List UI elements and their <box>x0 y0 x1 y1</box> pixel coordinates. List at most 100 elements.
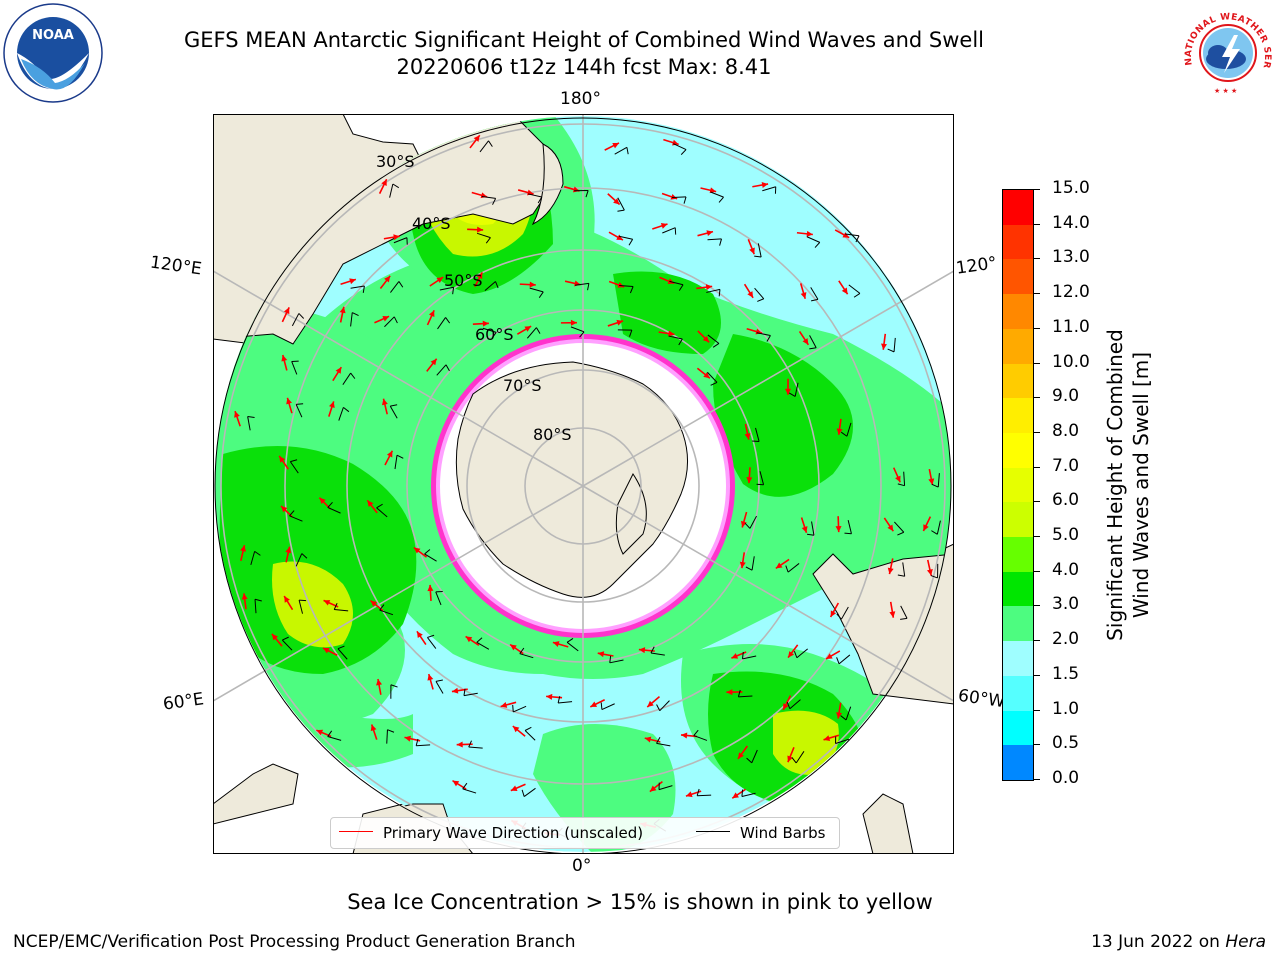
colorbar-tick-mark <box>1034 501 1040 503</box>
wind-barb-flag <box>609 655 612 663</box>
wave-arrow-head <box>427 584 434 592</box>
wind-barb-staff <box>811 521 815 536</box>
wind-barb-flag <box>435 679 443 682</box>
wave-arrow-head <box>339 306 346 314</box>
wind-barb-staff <box>435 681 444 694</box>
lat-label-40s: 40°S <box>412 214 451 233</box>
colorbar-tick-mark <box>1034 709 1040 711</box>
wind-barb-flag <box>741 789 744 797</box>
africa-land <box>212 763 299 825</box>
wind-barb-staff <box>893 521 905 533</box>
wind-barb-flag <box>897 574 905 577</box>
wave-arrow-head <box>668 330 675 337</box>
wave-arrow-head <box>739 561 746 569</box>
wind-barb-flag <box>737 689 741 697</box>
wind-barb-staff <box>484 281 496 291</box>
wave-direction-swatch <box>339 831 373 832</box>
wave-arrow-head <box>279 455 286 463</box>
wind-barb-staff <box>618 235 633 240</box>
wind-barb-flag <box>427 634 435 638</box>
wave-arrow-head <box>367 500 374 507</box>
wind-barb-staff <box>337 648 348 660</box>
wind-barb-staff <box>742 655 757 660</box>
wind-barb-staff <box>601 703 615 711</box>
wind-barb-flag <box>931 483 939 488</box>
colorbar-segment <box>1003 190 1033 226</box>
wind-barb-staff <box>619 285 634 288</box>
wind-barb-flag <box>793 651 798 658</box>
wind-barb-staff <box>755 427 760 442</box>
wind-barb-flag <box>617 209 625 212</box>
wave-arrow-head <box>510 644 517 651</box>
wind-barb-flag <box>327 730 333 737</box>
wind-barb-staff <box>476 641 490 650</box>
lon-label-60e: 60°E <box>161 689 206 715</box>
colorbar-segment <box>1003 224 1033 260</box>
wind-barb-staff <box>334 609 349 612</box>
wave-arrow-head <box>830 610 837 618</box>
wind-barb-flag <box>656 737 661 744</box>
colorbar-segment <box>1003 537 1033 573</box>
wave-arrow-head <box>404 735 411 742</box>
wave-arrow-head <box>386 450 393 458</box>
wind-barb-staff <box>673 143 687 151</box>
wind-barb-staff <box>513 705 527 713</box>
wave-arrow-head <box>787 755 793 763</box>
colorbar-tick-mark <box>1034 327 1040 329</box>
wave-arrow-head <box>241 593 248 600</box>
wave-arrow-head <box>737 752 744 759</box>
wind-barb-swatch <box>696 831 730 832</box>
wind-barb-staff <box>350 285 365 289</box>
wave-arrow-head <box>416 631 423 638</box>
wave-arrow-head <box>835 526 842 533</box>
wave-arrow-head <box>349 278 356 285</box>
wind-barb-flag <box>745 566 753 571</box>
wind-barb-staff <box>937 473 940 488</box>
wave-arrow-head <box>524 326 532 332</box>
wind-barb-staff <box>435 591 442 606</box>
wind-barb-flag <box>350 372 356 379</box>
wave-arrow-head <box>726 689 733 696</box>
wave-arrow-head <box>240 545 246 552</box>
wave-arrow-head <box>681 732 688 739</box>
wind-barb-flag <box>327 501 333 508</box>
wind-barb-staff <box>389 183 394 198</box>
wind-barb-flag <box>719 238 722 246</box>
wind-barb-staff <box>519 653 534 659</box>
wave-arrow-head <box>746 477 753 484</box>
wind-barb-flag <box>786 702 791 709</box>
wind-barb-legend-label: Wind Barbs <box>740 824 826 842</box>
wave-arrow-head <box>283 307 290 315</box>
wind-barb-staff <box>795 751 805 764</box>
wind-barb-flag <box>333 602 338 610</box>
wind-barb-staff <box>526 327 537 339</box>
wind-barb-flag <box>766 335 771 342</box>
wind-barb-staff <box>903 471 906 486</box>
wind-barb-flag <box>809 347 817 350</box>
wind-barb-staff <box>439 286 454 291</box>
wind-barb-staff <box>427 637 437 649</box>
lat-label-30s: 30°S <box>376 152 415 171</box>
wind-barb-staff <box>810 287 819 300</box>
wave-arrow-head <box>826 653 833 659</box>
colorbar-tick-mark <box>1034 258 1040 260</box>
lat-label-70s: 70°S <box>503 376 542 395</box>
wave-arrow-head <box>456 741 463 748</box>
wind-barb-staff <box>436 364 447 376</box>
wind-barb-staff <box>672 196 687 198</box>
colorbar-tick-label: 8.0 <box>1052 420 1080 441</box>
wind-barb-staff <box>289 461 299 474</box>
wind-barb-staff <box>848 284 861 294</box>
wind-barb-flag <box>579 331 585 338</box>
wind-barb-flag <box>415 738 419 746</box>
colorbar-tick-label: 10.0 <box>1052 351 1090 372</box>
wave-arrow-head <box>281 505 288 513</box>
wind-barb-flag <box>379 604 385 611</box>
wind-barb-flag <box>290 459 298 463</box>
wave-arrow-head <box>281 354 288 362</box>
wind-barb-flag <box>495 281 499 289</box>
wave-arrow-head <box>482 320 489 327</box>
wind-barb-flag <box>757 298 764 302</box>
wind-barb-flag <box>390 684 398 688</box>
wind-barb-flag <box>930 575 938 579</box>
